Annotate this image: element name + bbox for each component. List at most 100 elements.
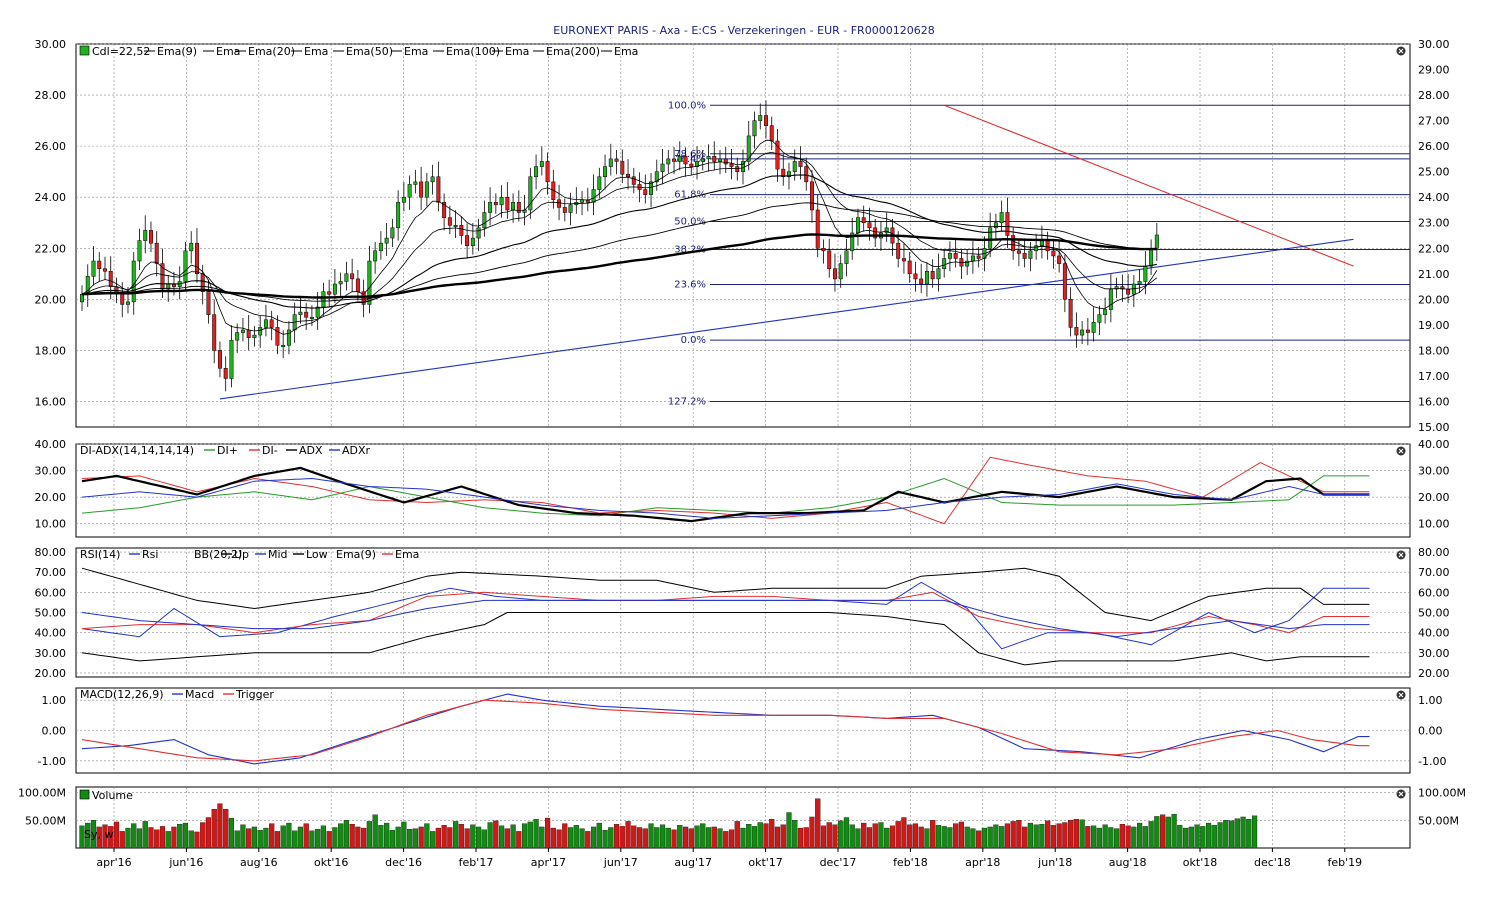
volume-bar [240, 824, 246, 849]
candle [614, 158, 619, 162]
candle [649, 181, 654, 195]
candle [758, 115, 763, 121]
volume-bar [935, 825, 942, 849]
volume-bar [504, 828, 510, 849]
candle [396, 202, 401, 229]
candle [252, 334, 257, 338]
volume-bar [636, 827, 643, 849]
adx-legend-entry: DI- [262, 444, 278, 457]
time-axis-label: apr'16 [96, 856, 131, 869]
volume-bar [999, 826, 1005, 849]
candle [844, 250, 849, 264]
rsi-y-tick-right: 30.00 [1418, 647, 1450, 660]
candle [901, 258, 906, 262]
volume-bar [154, 829, 160, 849]
candle [907, 260, 912, 275]
adx-legend-entry: ADX [299, 444, 323, 457]
candle [562, 207, 567, 213]
candle [706, 156, 711, 160]
candle [459, 225, 464, 236]
volume-bar [901, 817, 907, 849]
macd-y-tick-right: 0.00 [1418, 725, 1443, 738]
price-y-tick-right: 21.00 [1418, 268, 1450, 281]
macd-y-tick-left: -1.00 [38, 755, 66, 768]
volume-bar [585, 831, 591, 849]
macd-y-tick-right: 1.00 [1418, 694, 1443, 707]
ema-50-line [81, 174, 1157, 309]
candle [189, 242, 194, 252]
candle [1108, 288, 1113, 310]
candle [787, 171, 791, 178]
candle [792, 161, 797, 172]
volume-bar [590, 826, 597, 849]
volume-bar [361, 827, 367, 849]
candle [729, 163, 734, 167]
candle [1005, 212, 1010, 236]
volume-bar [194, 831, 200, 849]
volume-bar [1228, 820, 1235, 849]
candle [493, 202, 498, 206]
volume-bar [797, 827, 804, 849]
fibonacci-level-label: 78.6% [674, 149, 706, 160]
volume-bar [476, 826, 482, 849]
rsi-y-tick-right: 80.00 [1418, 546, 1450, 559]
volume-bar [912, 823, 919, 849]
volume-bar [619, 826, 625, 849]
volume-legend-entry: Volume [92, 789, 133, 802]
macd-y-tick-left: 0.00 [42, 725, 67, 738]
volume-bar [292, 830, 298, 849]
candle [97, 260, 102, 269]
candle [775, 140, 780, 170]
candle [384, 237, 389, 244]
volume-bar [947, 827, 953, 849]
time-axis-label: feb'19 [1327, 856, 1362, 869]
candle [1091, 322, 1096, 333]
volume-bar [1200, 826, 1206, 849]
volume-bar [895, 821, 901, 849]
volume-bar [872, 823, 878, 849]
candle [367, 260, 372, 305]
adx-legend-entry: DI+ [217, 444, 238, 457]
volume-bar [320, 825, 327, 849]
candle [148, 230, 153, 244]
rsi-y-tick-left: 50.00 [35, 607, 67, 620]
volume-bar [389, 830, 395, 849]
volume-bar [930, 820, 936, 849]
downtrend-line [943, 104, 1354, 267]
volume-bar [774, 826, 781, 849]
adx-di--line [81, 456, 1370, 525]
time-axis-label: aug'18 [1109, 856, 1147, 869]
rsi-legend-entry: Rsi [142, 548, 158, 561]
volume-bar [711, 826, 717, 849]
volume-bar [435, 827, 441, 849]
candle [993, 222, 998, 229]
candle [246, 329, 251, 338]
time-axis-label: dec'16 [385, 856, 422, 869]
macd-legend-entry: MACD(12,26,9) [80, 688, 164, 701]
macd-trigger-line [81, 699, 1370, 762]
time-axis-label: jun'16 [168, 856, 203, 869]
volume-bar [1033, 824, 1039, 849]
volume-bar [1211, 825, 1217, 849]
volume-bar [705, 827, 712, 849]
candle [373, 250, 378, 262]
candle [1097, 314, 1102, 323]
volume-bar [332, 827, 338, 849]
candle [1137, 281, 1142, 285]
candle [235, 332, 240, 341]
chart-title: EURONEXT PARIS - Axa - E:CS - Verzekerin… [553, 24, 935, 37]
candle [832, 268, 837, 280]
price-legend-entry: Ema(9) [157, 45, 197, 58]
volume-bar [838, 820, 844, 849]
candle [557, 199, 562, 208]
volume-bar [941, 826, 947, 849]
candle [855, 217, 860, 234]
volume-bar [119, 831, 125, 849]
adx-y-tick-left: 30.00 [35, 465, 67, 478]
candle [378, 242, 383, 252]
rsi-up-line [81, 567, 1370, 622]
volume-bar [613, 824, 620, 849]
uptrend-line [219, 238, 1354, 400]
price-legend-entry: Ema [505, 45, 529, 58]
